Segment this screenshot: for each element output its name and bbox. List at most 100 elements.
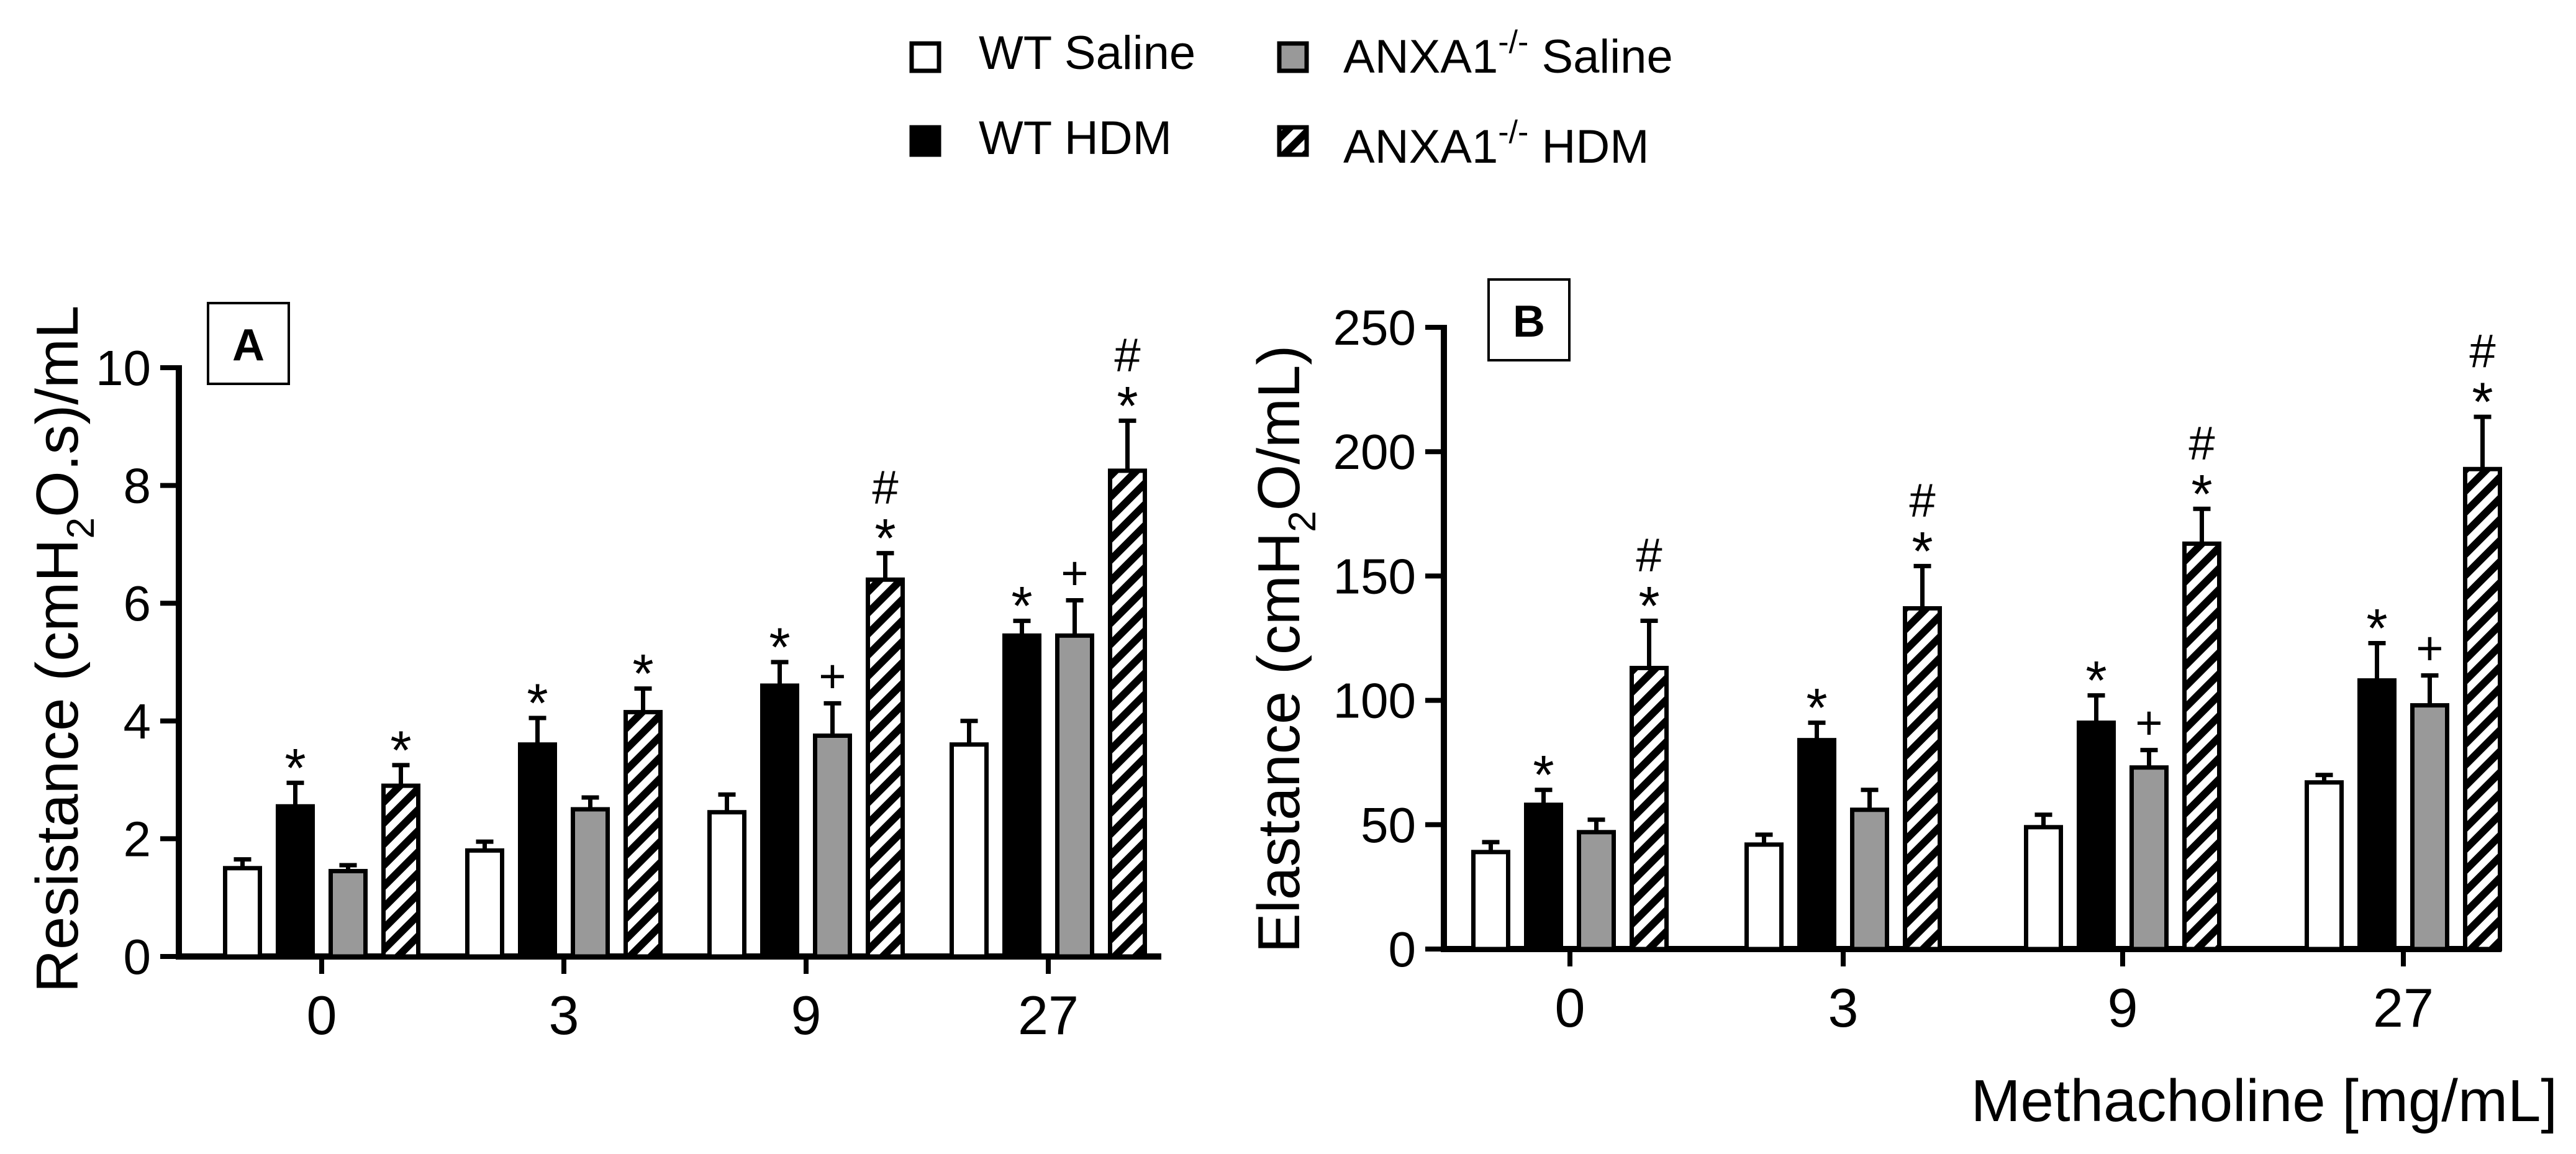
bar-anxa_hdm-0 <box>1630 666 1669 952</box>
legend-swatch-wt-hdm <box>909 125 941 157</box>
x-tick-label: 27 <box>1018 984 1079 1046</box>
bar-anxa_hdm-3 <box>624 710 663 959</box>
legend-swatch-anxa-saline <box>1277 41 1309 73</box>
significance-mark: * <box>2366 597 2387 659</box>
significance-mark: * <box>527 672 548 734</box>
significance-mark: * <box>2472 371 2493 432</box>
legend-swatch-anxa-hdm <box>1277 125 1309 157</box>
bar-wt_hdm-0 <box>1524 802 1563 952</box>
x-axis-title: Methacholine [mg/mL] <box>1971 1068 2557 1134</box>
significance-mark: * <box>1638 575 1659 636</box>
bar-wt_hdm-3 <box>1797 738 1836 952</box>
bar-anxa_hdm-9 <box>866 577 905 959</box>
bar-wt_saline-3 <box>1744 842 1784 952</box>
bar-anxa_saline-9 <box>2129 765 2169 952</box>
y-tick-label: 100 <box>1333 673 1416 729</box>
y-tick-label: 50 <box>1361 797 1416 853</box>
significance-mark: * <box>1912 520 1933 581</box>
panel-label-b: B <box>1487 278 1571 361</box>
significance-mark: # <box>1114 329 1140 381</box>
legend: WT Saline ANXA1-/- Saline WT HDM ANXA1-/… <box>909 24 1673 173</box>
significance-mark: * <box>769 616 790 678</box>
x-tick-label: 0 <box>1555 977 1585 1038</box>
bar-wt_hdm-3 <box>518 742 557 959</box>
significance-mark: * <box>1117 375 1138 436</box>
legend-swatch-wt-saline <box>909 41 941 73</box>
x-tick-label: 9 <box>2108 977 2138 1038</box>
x-tick-label: 3 <box>1828 977 1859 1038</box>
svg-text:A: A <box>232 320 265 370</box>
bar-anxa_saline-0 <box>329 869 368 959</box>
legend-item-anxa-hdm[interactable]: ANXA1-/- HDM <box>1277 114 1649 173</box>
bar-wt_saline-9 <box>707 810 746 959</box>
svg-text:B: B <box>1513 297 1545 347</box>
bar-wt_saline-0 <box>223 866 262 959</box>
panel-label-a: A <box>207 302 290 385</box>
y-tick-label: 4 <box>124 694 152 749</box>
y-tick-label: 10 <box>96 340 151 396</box>
bar-anxa_hdm-3 <box>1903 606 1942 952</box>
significance-mark: # <box>2469 325 2495 378</box>
y-tick-label: 150 <box>1333 548 1416 604</box>
y-tick-label: 8 <box>124 458 152 514</box>
legend-label-anxa-saline: ANXA1-/- Saline <box>1343 24 1673 83</box>
bar-wt_saline-27 <box>950 742 989 959</box>
legend-item-wt-hdm[interactable]: WT HDM <box>909 112 1172 165</box>
x-tick-label: 0 <box>307 984 337 1046</box>
significance-mark: # <box>872 461 898 514</box>
significance-mark: + <box>819 650 846 702</box>
bar-wt_saline-3 <box>465 848 504 959</box>
x-tick-label: 3 <box>549 984 579 1046</box>
bar-anxa_saline-9 <box>813 734 852 959</box>
bar-wt_hdm-9 <box>2077 720 2116 952</box>
bar-wt_saline-9 <box>2024 825 2063 952</box>
bar-anxa_saline-0 <box>1577 830 1616 952</box>
legend-label-anxa-hdm: ANXA1-/- HDM <box>1343 114 1649 173</box>
significance-mark: + <box>2135 697 2162 750</box>
x-tick-label: 27 <box>2373 977 2434 1038</box>
bar-anxa_hdm-27 <box>2463 466 2502 952</box>
significance-mark: * <box>2191 463 2212 524</box>
bar-anxa_saline-3 <box>571 807 610 959</box>
significance-mark: + <box>2416 622 2443 675</box>
bar-wt_hdm-9 <box>760 683 799 959</box>
bar-wt_saline-0 <box>1471 850 1510 952</box>
y-tick-label: 0 <box>124 929 152 984</box>
bar-anxa_saline-27 <box>1055 633 1094 959</box>
significance-mark: * <box>1806 677 1827 738</box>
y-tick-label: 200 <box>1333 424 1416 479</box>
bar-wt_hdm-27 <box>1002 633 1041 959</box>
legend-label-wt-hdm: WT HDM <box>979 112 1172 165</box>
bar-wt_hdm-27 <box>2357 678 2397 952</box>
bar-anxa_saline-3 <box>1850 807 1889 952</box>
significance-mark: + <box>1061 547 1088 599</box>
y-tick-label: 6 <box>124 576 152 631</box>
significance-mark: * <box>390 719 411 781</box>
legend-item-wt-saline[interactable]: WT Saline <box>909 27 1195 80</box>
legend-label-wt-saline: WT Saline <box>979 27 1195 80</box>
y-axis-title-a: Resistance (cmH2O.s)/mL <box>24 306 102 993</box>
significance-mark: # <box>1636 529 1662 581</box>
bar-anxa_hdm-27 <box>1108 468 1147 959</box>
y-tick-label: 2 <box>124 811 152 866</box>
bar-wt_hdm-0 <box>276 804 315 959</box>
bar-anxa_hdm-0 <box>381 783 420 959</box>
bar-wt_saline-27 <box>2305 780 2344 952</box>
y-tick-label: 250 <box>1333 300 1416 355</box>
legend-item-anxa-saline[interactable]: ANXA1-/- Saline <box>1277 24 1673 83</box>
x-tick-label: 9 <box>791 984 822 1046</box>
significance-mark: * <box>874 507 896 569</box>
significance-mark: * <box>1533 744 1554 806</box>
y-tick-label: 0 <box>1389 922 1417 977</box>
significance-mark: * <box>1011 575 1032 637</box>
y-axis-title-b: Elastance (cmH2O/mL) <box>1246 345 1324 953</box>
significance-mark: * <box>2085 650 2107 711</box>
significance-mark: # <box>1909 474 1935 527</box>
significance-mark: # <box>2188 417 2215 470</box>
bar-anxa_hdm-9 <box>2182 541 2221 952</box>
bar-anxa_saline-27 <box>2410 703 2449 952</box>
significance-mark: * <box>632 643 653 704</box>
